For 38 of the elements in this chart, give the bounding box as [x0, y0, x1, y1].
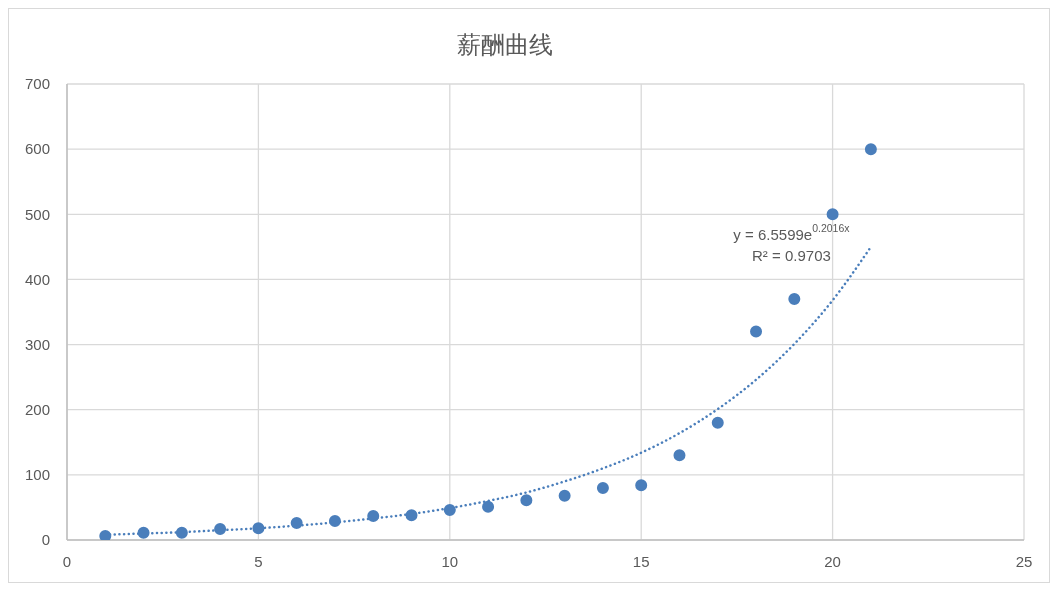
point	[635, 479, 648, 492]
x-tick-label: 25	[1015, 552, 1033, 570]
point	[673, 449, 686, 462]
y-tick-label: 300	[24, 335, 50, 353]
point	[482, 500, 495, 513]
point	[290, 517, 303, 530]
chart-title: 薪酬曲线	[457, 31, 553, 58]
y-tick-label: 0	[41, 531, 50, 549]
point	[596, 481, 609, 494]
point	[367, 509, 380, 522]
x-tick-label: 0	[62, 552, 72, 570]
point	[711, 416, 724, 429]
point	[826, 208, 839, 221]
point	[443, 504, 456, 517]
point	[405, 509, 418, 522]
x-tick-label: 5	[254, 552, 263, 570]
point	[750, 325, 763, 338]
point	[252, 522, 265, 535]
y-tick-label: 600	[24, 140, 50, 158]
x-tick-label: 10	[441, 552, 459, 570]
x-tick-label: 20	[824, 552, 841, 570]
point	[864, 143, 877, 156]
x-tick-label: 15	[632, 552, 650, 570]
y-tick-label: 400	[24, 270, 50, 288]
point	[137, 526, 150, 539]
point	[175, 526, 188, 539]
point	[558, 489, 571, 502]
annotation: R² = 0.9703	[752, 246, 831, 264]
point	[520, 494, 533, 507]
point	[788, 292, 801, 305]
y-tick-label: 700	[24, 75, 50, 93]
y-tick-label: 200	[24, 401, 50, 419]
y-tick-label: 500	[24, 205, 50, 223]
point	[328, 515, 341, 528]
point	[99, 530, 112, 540]
y-tick-label: 100	[24, 466, 50, 484]
point	[214, 522, 227, 535]
annotation: y = 6.5599e$^{0.2016x}$	[733, 222, 851, 243]
